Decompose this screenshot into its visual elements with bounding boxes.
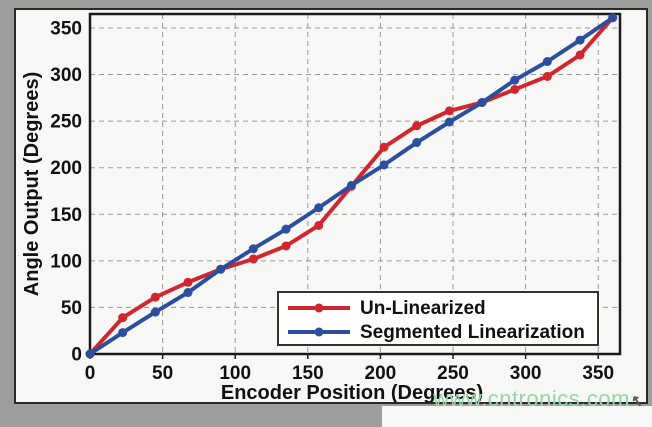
y-tick-label: 350 — [50, 18, 82, 39]
data-point — [248, 244, 258, 254]
y-tick-label: 100 — [50, 251, 82, 272]
legend-label-unlinearized: Un-Linearized — [360, 298, 486, 319]
x-axis-title: Encoder Position (Degrees) — [221, 382, 483, 402]
data-point — [575, 50, 585, 60]
data-point — [346, 180, 356, 190]
x-tick-label: 100 — [219, 363, 251, 384]
chart-plot: 0 50 100 150 200 250 300 350 0 50 100 150 200 250 300 3… — [21, 12, 622, 404]
watermark: www.cntronics.com↖ — [433, 386, 646, 412]
plot-border — [88, 12, 622, 356]
legend: Un-Linearized Segmented Linearization — [277, 291, 599, 346]
data-point — [477, 97, 487, 107]
data-point — [314, 220, 324, 230]
data-point — [379, 142, 389, 152]
data-point — [314, 203, 324, 213]
y-tick-label: 200 — [50, 158, 82, 179]
data-point — [118, 313, 128, 323]
y-tick-label: 250 — [50, 112, 82, 133]
watermark-text: www.cntronics.com — [433, 386, 630, 411]
y-tick-label: 300 — [50, 65, 82, 86]
x-tick-label: 50 — [152, 363, 173, 384]
x-tick-label: 0 — [85, 363, 96, 384]
data-point — [412, 138, 422, 148]
legend-box — [277, 291, 599, 346]
x-tick-label: 250 — [437, 363, 469, 384]
y-tick-label: 0 — [71, 345, 82, 366]
data-point — [216, 264, 226, 274]
cursor-icon: ↖ — [629, 391, 646, 411]
background-patch — [382, 406, 652, 427]
data-point — [510, 75, 520, 85]
data-point — [118, 328, 128, 338]
data-point — [281, 224, 291, 234]
data-point — [183, 277, 193, 287]
data-point — [85, 349, 95, 359]
x-tick-label: 350 — [582, 363, 614, 384]
x-tick-label: 150 — [292, 363, 324, 384]
figure-canvas: 0 50 100 150 200 250 300 350 0 50 100 150 200 250 300 3… — [14, 8, 648, 404]
y-axis-title: Angle Output (Degrees) — [21, 72, 43, 296]
data-point — [150, 292, 160, 302]
legend-sample-marker-red — [314, 303, 324, 313]
data-point — [444, 117, 454, 127]
data-point — [150, 307, 160, 317]
legend-sample-marker-blue — [314, 327, 324, 337]
data-point — [575, 35, 585, 45]
data-point — [183, 288, 193, 298]
legend-label-segmented: Segmented Linearization — [360, 322, 585, 343]
data-point — [510, 84, 520, 94]
data-point — [412, 121, 422, 131]
data-point — [542, 71, 552, 81]
data-point — [444, 106, 454, 116]
data-point — [379, 160, 389, 170]
data-point — [608, 13, 618, 23]
data-point — [281, 241, 291, 251]
data-point — [248, 254, 258, 264]
data-point — [542, 57, 552, 67]
y-tick-label: 150 — [50, 205, 82, 226]
x-tick-label: 200 — [365, 363, 397, 384]
y-tick-label: 50 — [61, 298, 82, 319]
x-tick-label: 300 — [510, 363, 542, 384]
